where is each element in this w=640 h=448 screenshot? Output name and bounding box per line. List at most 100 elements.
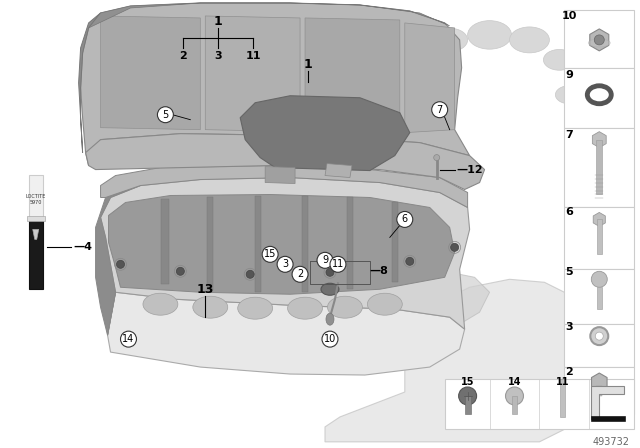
Circle shape [262, 246, 278, 263]
Text: 9: 9 [565, 70, 573, 80]
Circle shape [277, 256, 293, 272]
Bar [564, 324, 634, 367]
Text: 11: 11 [332, 259, 344, 269]
Circle shape [330, 256, 346, 272]
Text: 5: 5 [163, 110, 168, 120]
Polygon shape [207, 198, 213, 290]
Bar [564, 10, 634, 68]
Bar [465, 396, 470, 414]
Bar [596, 140, 602, 194]
Ellipse shape [237, 297, 273, 319]
Ellipse shape [509, 27, 549, 53]
Ellipse shape [588, 39, 611, 47]
Text: 14: 14 [508, 377, 521, 387]
Polygon shape [86, 134, 484, 190]
Polygon shape [347, 198, 353, 289]
Bar [27, 216, 45, 221]
Circle shape [322, 331, 338, 347]
Polygon shape [88, 3, 450, 28]
Text: 493732: 493732 [592, 437, 629, 447]
Bar [564, 207, 634, 269]
Polygon shape [205, 16, 300, 132]
Polygon shape [106, 292, 465, 375]
Polygon shape [305, 18, 400, 133]
Text: LOCTITE
5970: LOCTITE 5970 [26, 194, 46, 205]
Bar [591, 416, 625, 421]
Polygon shape [404, 23, 454, 133]
Ellipse shape [328, 296, 362, 318]
Polygon shape [325, 164, 352, 177]
Text: 3: 3 [214, 51, 222, 61]
Circle shape [595, 332, 604, 340]
Text: 6: 6 [402, 215, 408, 224]
Polygon shape [100, 166, 468, 207]
Circle shape [432, 102, 447, 118]
Circle shape [246, 270, 254, 278]
Circle shape [326, 268, 334, 276]
Text: 1: 1 [303, 58, 312, 71]
Text: 7: 7 [436, 105, 443, 115]
Circle shape [116, 260, 125, 268]
Text: 11: 11 [556, 377, 569, 387]
Circle shape [591, 271, 607, 287]
Text: 11: 11 [245, 51, 261, 61]
Circle shape [595, 35, 604, 45]
Text: 9: 9 [322, 255, 328, 265]
Text: —8: —8 [370, 266, 388, 276]
Text: 13: 13 [196, 283, 214, 296]
Ellipse shape [543, 49, 575, 70]
Text: 15: 15 [461, 377, 474, 387]
Bar [596, 287, 602, 309]
Bar [29, 217, 43, 289]
Polygon shape [302, 197, 308, 292]
Circle shape [177, 267, 184, 275]
Text: 2: 2 [179, 51, 188, 61]
Ellipse shape [432, 28, 468, 52]
Text: 15: 15 [264, 250, 276, 259]
Ellipse shape [287, 297, 323, 319]
Polygon shape [100, 16, 200, 129]
Polygon shape [161, 199, 170, 284]
Circle shape [451, 243, 459, 251]
Text: —4: —4 [74, 242, 93, 252]
Polygon shape [325, 272, 490, 347]
Text: 10: 10 [324, 334, 336, 344]
Polygon shape [100, 177, 470, 335]
Text: 14: 14 [122, 334, 134, 344]
Circle shape [397, 211, 413, 228]
Circle shape [292, 266, 308, 282]
Circle shape [590, 327, 608, 345]
Text: —12: —12 [457, 164, 483, 175]
Circle shape [434, 155, 440, 160]
Text: 2: 2 [566, 367, 573, 377]
Text: 3: 3 [566, 322, 573, 332]
Bar [511, 396, 518, 414]
Bar [445, 379, 634, 429]
Polygon shape [81, 3, 470, 166]
Polygon shape [33, 229, 39, 239]
Ellipse shape [468, 21, 511, 49]
Bar [564, 269, 634, 324]
Bar [561, 379, 565, 417]
Ellipse shape [143, 293, 178, 315]
Polygon shape [255, 197, 261, 292]
Text: 5: 5 [566, 267, 573, 277]
Bar [564, 68, 634, 128]
Polygon shape [95, 185, 140, 335]
Ellipse shape [556, 86, 583, 104]
Text: 10: 10 [562, 11, 577, 21]
Bar [29, 175, 43, 220]
Polygon shape [325, 279, 599, 442]
Polygon shape [392, 202, 398, 282]
Ellipse shape [367, 293, 403, 315]
Polygon shape [240, 96, 410, 171]
Ellipse shape [193, 296, 228, 318]
Text: 3: 3 [282, 259, 288, 269]
Text: 7: 7 [566, 129, 573, 140]
Text: 2: 2 [297, 269, 303, 279]
Circle shape [317, 252, 333, 268]
Bar [564, 367, 634, 414]
Polygon shape [591, 386, 624, 419]
Text: 6: 6 [565, 207, 573, 217]
Text: 1: 1 [214, 15, 223, 28]
